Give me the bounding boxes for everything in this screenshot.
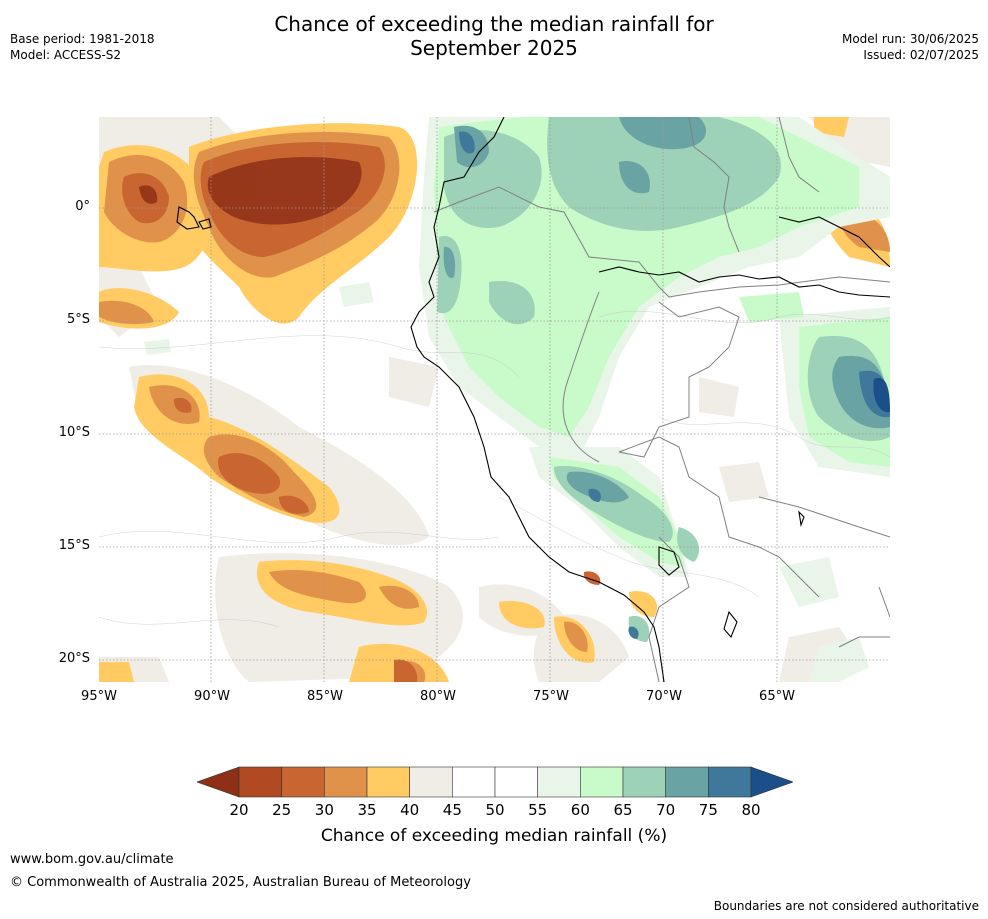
metadata-right: Model run: 30/06/2025 Issued: 02/07/2025: [842, 31, 979, 63]
colorbar-tick-label: 20: [229, 801, 249, 819]
metadata-left: Base period: 1981-2018 Model: ACCESS-S2: [10, 31, 155, 63]
footer-disclaimer: Boundaries are not considered authoritat…: [713, 899, 979, 913]
footer-copyright: © Commonwealth of Australia 2025, Austra…: [10, 875, 471, 890]
colorbar-segment: [238, 766, 282, 798]
model-text: Model: ACCESS-S2: [10, 48, 122, 62]
footer-url: www.bom.gov.au/climate: [10, 852, 174, 867]
colorbar-tick-label: 50: [485, 801, 505, 819]
colorbar-segment: [537, 766, 581, 798]
above-median-80: [873, 377, 890, 413]
lon-label-80w: 80°W: [420, 689, 456, 704]
colorbar-tick-label: 75: [698, 801, 718, 819]
colorbar-extend-high: [750, 766, 794, 798]
coastline: [176, 117, 890, 682]
lat-label-15s: 15°S: [58, 538, 90, 553]
colorbar-segment: [580, 766, 624, 798]
rainfall-probability-map: [99, 117, 890, 682]
lon-label-85w: 85°W: [307, 689, 343, 704]
lon-label-65w: 65°W: [759, 689, 795, 704]
colorbar-tick-label: 60: [570, 801, 590, 819]
colorbar-tick-label: 40: [400, 801, 420, 819]
colorbar-segment: [665, 766, 709, 798]
lon-label-75w: 75°W: [533, 689, 569, 704]
lat-label-5s: 5°S: [66, 312, 90, 327]
colorbar-extend-low: [196, 766, 240, 798]
title-line-1: Chance of exceeding the median rainfall …: [274, 12, 714, 36]
colorbar-segment: [494, 766, 538, 798]
colorbar-segment: [622, 766, 666, 798]
colorbar-tick-label: 25: [272, 801, 292, 819]
colorbar-tick-label: 45: [442, 801, 462, 819]
isolines: [99, 310, 890, 628]
lat-label-0: 0°: [75, 199, 90, 214]
base-period-text: Base period: 1981-2018: [10, 32, 155, 46]
colorbar-label: Chance of exceeding median rainfall (%): [320, 826, 668, 846]
colorbar-segment: [452, 766, 496, 798]
issued-text: Issued: 02/07/2025: [863, 48, 979, 62]
colorbar-segment: [281, 766, 325, 798]
colorbar-tick-label: 70: [656, 801, 676, 819]
lon-label-70w: 70°W: [646, 689, 682, 704]
colorbar-tick-label: 30: [314, 801, 334, 819]
colorbar-tick-label: 35: [357, 801, 377, 819]
colorbar-segment: [366, 766, 410, 798]
lat-label-10s: 10°S: [58, 425, 90, 440]
colorbar-tick-label: 65: [613, 801, 633, 819]
lat-label-20s: 20°S: [58, 651, 90, 666]
country-boundaries: [433, 117, 890, 682]
colorbar-segment: [324, 766, 368, 798]
colorbar-segment: [708, 766, 752, 798]
colorbar-tick-label: 80: [741, 801, 761, 819]
colorbar-tick-label: 55: [528, 801, 548, 819]
map-title: Chance of exceeding the median rainfall …: [0, 12, 988, 60]
title-line-2: September 2025: [410, 36, 578, 60]
colorbar: [196, 766, 794, 798]
lon-label-90w: 90°W: [194, 689, 230, 704]
colorbar-segment: [409, 766, 453, 798]
model-run-text: Model run: 30/06/2025: [841, 32, 979, 46]
lon-label-95w: 95°W: [81, 689, 117, 704]
